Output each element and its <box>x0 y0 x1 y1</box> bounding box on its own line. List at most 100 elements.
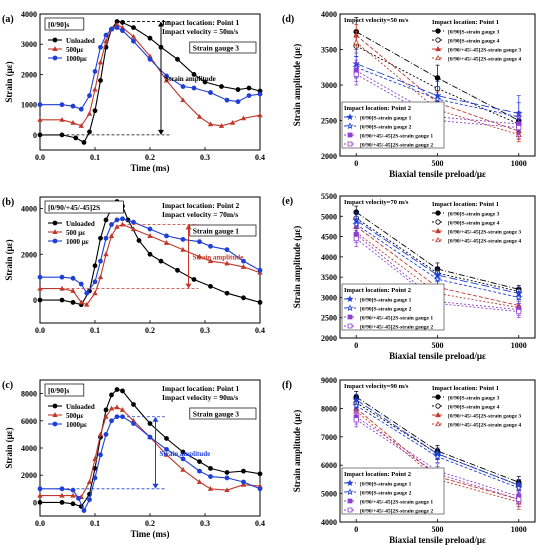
legend-label: 1000με <box>66 421 87 429</box>
x-tick-label: 500 <box>432 341 444 350</box>
legend-marker <box>347 507 353 513</box>
x-tick-label: 0.2 <box>145 326 155 335</box>
panel-label: (f) <box>282 380 292 391</box>
annotation-velocity: Impact velocity = 70m/s <box>162 210 238 219</box>
data-point <box>224 487 230 493</box>
data-point <box>224 97 230 103</box>
data-point <box>81 140 87 145</box>
x-tick-label: 0.0 <box>35 153 45 162</box>
data-point <box>81 508 87 513</box>
legend-label: Unloaded <box>66 37 95 45</box>
data-point <box>70 501 76 507</box>
y-tick-label: 4000 <box>21 444 37 453</box>
y-tick-label: 3000 <box>321 81 337 90</box>
data-point <box>180 84 186 89</box>
x-tick-label: 500 <box>432 159 444 168</box>
legend-group-title: Impact location: Point 2 <box>344 287 411 294</box>
data-point <box>37 297 43 303</box>
layup-box <box>44 200 124 214</box>
data-point <box>97 431 104 437</box>
panel-b: (b) Strain (με) 0.0 0.1 0.2 0.3 0.4 0 2000 4000 [0… <box>2 196 265 335</box>
legend-group-title: Impact location: Point 2 <box>344 471 411 478</box>
series-line <box>356 408 519 500</box>
legend-marker <box>52 421 58 427</box>
y-tick-label: 0 <box>33 131 37 140</box>
legend-marker <box>435 420 441 427</box>
legend-marker <box>346 304 354 312</box>
data-point <box>78 299 84 305</box>
legend-label: 1000 με <box>66 238 89 246</box>
legend-label: [0/90]S-strain gauge 4 <box>448 39 500 45</box>
data-point <box>164 446 169 452</box>
panel-label: (d) <box>282 14 294 25</box>
y-tick-label: 6000 <box>321 461 337 470</box>
legend-label: [0/90/+45/-45]2S-strain gauge 4 <box>448 57 521 63</box>
data-point <box>514 293 523 301</box>
data-point <box>70 275 76 281</box>
legend-label: [0/90/+45/-45]2S-strain gauge 3 <box>448 414 521 420</box>
data-point <box>103 407 109 413</box>
data-point <box>120 28 125 34</box>
data-point <box>97 274 104 280</box>
data-point <box>180 466 186 472</box>
data-point <box>180 97 186 103</box>
series-line <box>356 226 519 306</box>
panel-label: (b) <box>2 197 14 208</box>
y-axis-label: Strain (με) <box>4 61 14 102</box>
data-point <box>114 404 120 410</box>
strain-gauge-label: Strain gauge 3 <box>193 410 240 419</box>
legend-label: [0/90]S-strain gauge 3 <box>448 212 500 218</box>
data-point <box>516 125 522 131</box>
x-tick-label: 0.4 <box>255 153 265 162</box>
legend-bg <box>430 383 531 427</box>
data-point <box>70 288 76 293</box>
data-point <box>224 470 230 475</box>
data-point <box>119 407 126 412</box>
series-line <box>356 63 519 114</box>
panel-a: (a) Strain (με) Time (ms) 0.0 0.1 0.2 0.3 0.4 0 1… <box>2 10 265 173</box>
x-axis-label: Biaxial tensile preload/με <box>389 535 486 545</box>
legend-label: [0/90]S-strain gauge 1 <box>360 482 412 488</box>
data-point <box>164 436 169 441</box>
data-point <box>114 25 120 31</box>
data-point <box>120 216 125 222</box>
data-point <box>353 39 360 45</box>
data-point <box>97 59 104 65</box>
data-point <box>353 417 359 423</box>
legend-label: [0/90]S-strain gauge 1 <box>360 116 412 122</box>
y-tick-label: 7000 <box>321 433 337 442</box>
data-point <box>229 119 236 125</box>
data-point <box>202 79 208 85</box>
strain-gauge-label: Strain gauge 1 <box>193 227 240 236</box>
legend-label: [0/90]S-strain gauge 3 <box>448 30 500 36</box>
data-point <box>37 492 43 498</box>
data-point <box>84 290 90 296</box>
data-point <box>114 387 120 392</box>
y-axis-label: Strain amplitude (με) <box>292 410 302 492</box>
data-point <box>131 219 136 225</box>
layup-label: [0/90]s <box>48 386 69 395</box>
legend-label: [0/90/+45/-45]2S-strain gauge 4 <box>448 239 521 245</box>
data-point <box>37 116 43 122</box>
data-point <box>241 468 246 474</box>
annotation-location: Impact location: Point 2 <box>162 201 240 210</box>
strain-gauge-box <box>189 41 257 54</box>
data-point <box>109 222 114 227</box>
legend-label: [0/90/+45/-45]2S-strain gauge 1 <box>360 134 433 140</box>
data-point <box>92 290 98 296</box>
data-point <box>59 116 65 122</box>
y-tick-label: 5000 <box>321 212 337 221</box>
data-point <box>147 251 153 257</box>
annotation-velocity: Impact velocity = 50m/s <box>162 27 238 36</box>
data-point <box>257 91 263 97</box>
data-point <box>103 38 109 44</box>
legend-marker <box>435 394 441 400</box>
y-axis-label: Strain amplitude (με) <box>292 44 302 126</box>
legend-box <box>341 283 445 331</box>
data-point <box>131 38 136 44</box>
y-tick-label: 8000 <box>21 390 37 399</box>
legend-marker <box>435 54 441 61</box>
x-tick-label: 0.2 <box>145 153 155 162</box>
data-point <box>224 475 230 481</box>
